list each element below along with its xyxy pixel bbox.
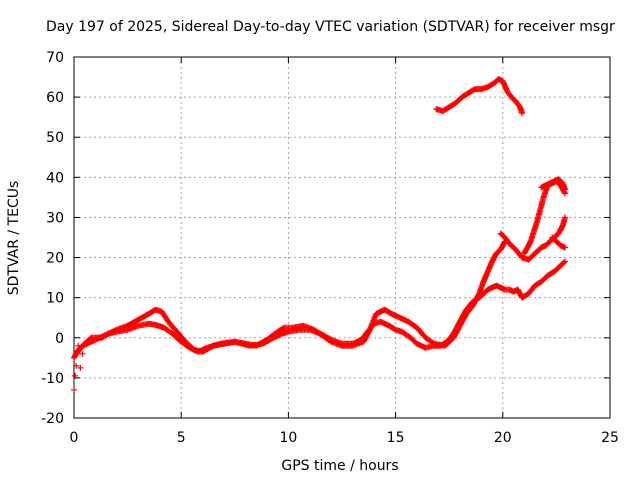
y-tick-label: 10 [46,291,64,307]
y-axis-label: SDTVAR / TECUs [6,181,22,296]
y-tick-label: -20 [41,411,64,427]
y-tick-label: 70 [46,50,64,66]
data-markers [71,258,568,361]
y-tick-label: 30 [46,210,64,226]
y-tick-label: 60 [46,90,64,106]
data-point [72,372,79,379]
x-tick-label: 10 [279,430,297,446]
data-point [75,342,82,349]
data-markers [549,234,568,251]
data-point [77,364,84,371]
data-point [71,386,77,393]
y-tick-label: 50 [46,130,64,146]
outlier-markers [71,342,86,393]
x-tick-label: 5 [177,430,186,446]
series-track-B [73,238,508,357]
data-markers [433,76,526,117]
x-axis-label: GPS time / hours [281,458,398,474]
data-markers [497,214,568,263]
data-point [79,350,86,357]
chart-title: Day 197 of 2025, Sidereal Day-to-day VTE… [46,19,615,35]
y-tick-label: 40 [46,170,64,186]
data-point [73,362,80,369]
y-tick-label: 20 [46,251,64,267]
y-tick-label: 0 [55,331,64,347]
data-markers [538,176,568,193]
series-track-E [538,176,568,193]
tick-layer: 0 5 10 15 20 25 -20 -10 0 10 20 30 40 50 60 70 [41,50,619,446]
series-track-C [497,214,568,263]
data-markers [73,238,508,357]
x-tick-label: 20 [494,430,512,446]
x-tick-label: 15 [387,430,405,446]
data-layer [71,76,568,393]
series-track-A [71,258,568,361]
series-track-G [433,76,526,117]
series-track-F [549,234,568,251]
x-tick-label: 25 [601,430,619,446]
x-tick-label: 0 [70,430,79,446]
plot-frame [73,56,611,419]
y-tick-label: -10 [41,371,64,387]
